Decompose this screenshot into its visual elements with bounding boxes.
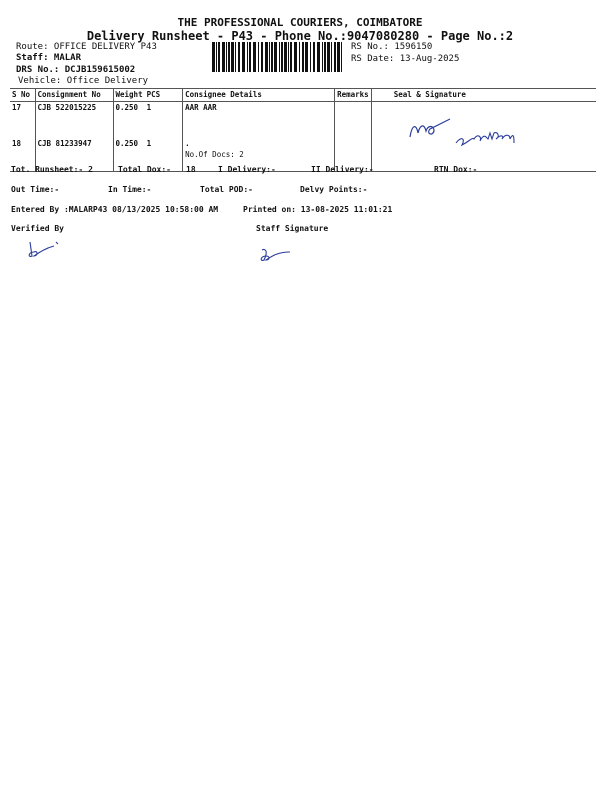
- barcode-bar: [341, 42, 342, 72]
- rtn-dox: RTN Dox:-: [434, 165, 478, 174]
- barcode-bar: [284, 42, 287, 72]
- col-remarks: Remarks: [334, 88, 372, 102]
- row-consignee: AAR AAR: [182, 101, 335, 138]
- barcode-bar: [290, 42, 292, 72]
- barcode-bar: [218, 42, 220, 72]
- staff-signature-label: Staff Signature: [256, 224, 329, 233]
- i-delivery: I Delivery:-: [218, 165, 276, 174]
- row-consignment: CJB 522015225: [34, 101, 113, 138]
- col-seal: Seal & Signature: [370, 88, 596, 102]
- barcode-bar: [235, 42, 236, 72]
- table-row: 17 CJB 522015225 0.250 1 AAR AAR: [10, 101, 596, 172]
- row-remarks: [334, 101, 372, 138]
- barcode-bar: [212, 42, 215, 72]
- entered-by: Entered By :MALARP43 08/13/2025 10:58:00…: [11, 205, 219, 214]
- col-consignee: Consignee Details: [182, 88, 335, 102]
- barcode-bar: [305, 42, 308, 72]
- table-header: S No Consignment No Weight PCS Consignee…: [10, 88, 596, 102]
- vehicle: Vehicle: Office Delivery: [18, 76, 149, 86]
- col-sno: S No: [10, 88, 35, 102]
- barcode-bar: [302, 42, 304, 72]
- barcode-bar: [294, 42, 297, 72]
- barcode-bar: [322, 42, 323, 72]
- staff: Staff: MALAR: [16, 53, 82, 63]
- row-sno: 17: [12, 103, 22, 112]
- row-weight: 0.250: [112, 101, 145, 138]
- runsheet-subtitle: Delivery Runsheet - P43 - Phone No.:9047…: [86, 29, 514, 43]
- staff-signature: [260, 248, 291, 261]
- barcode-bar: [261, 42, 263, 72]
- col-weight: Weight: [112, 88, 145, 102]
- barcode: [212, 42, 342, 72]
- ii-delivery: II Delivery:-: [311, 165, 374, 174]
- docs-count: No.Of Docs: 2: [185, 149, 244, 159]
- company-title: THE PROFESSIONAL COURIERS, COIMBATORE: [177, 16, 423, 29]
- printed-on: Printed on: 13-08-2025 11:01:21: [243, 205, 393, 214]
- barcode-bar: [281, 42, 283, 72]
- col-pcs: PCS: [144, 88, 183, 102]
- row-consignee: . No.Of Docs: 2: [182, 137, 335, 172]
- barcode-bar: [238, 42, 240, 72]
- barcode-bar: [249, 42, 251, 72]
- row-pcs: 1: [146, 103, 152, 112]
- barcode-bar: [324, 42, 326, 72]
- barcode-bar: [334, 42, 336, 72]
- drs-number: DRS No.: DCJB159615002: [16, 65, 136, 75]
- verified-by-signature: [28, 241, 59, 257]
- rs-date: RS Date: 13-Aug-2025: [351, 54, 460, 64]
- tot-runsheet: Tot. Runsheet:- 2: [11, 165, 93, 174]
- consignee-text: .: [185, 138, 190, 148]
- rs-number: RS No.: 1596150: [351, 42, 433, 52]
- row-pcs: 1: [146, 138, 152, 148]
- barcode-bar: [258, 42, 259, 72]
- barcode-bar: [288, 42, 289, 72]
- barcode-bar: [231, 42, 234, 72]
- barcode-bar: [274, 42, 277, 72]
- barcode-bar: [242, 42, 245, 72]
- barcode-bar: [317, 42, 320, 72]
- barcode-bar: [265, 42, 268, 72]
- total-dox-value: 18: [186, 165, 196, 174]
- route: Route: OFFICE DELIVERY P43: [16, 42, 157, 52]
- barcode-bar: [310, 42, 311, 72]
- row-sno: 18: [12, 138, 22, 148]
- delvy-points: Delvy Points:-: [300, 185, 368, 194]
- out-time: Out Time:-: [11, 185, 60, 194]
- row-weight: 0.250: [112, 137, 145, 172]
- barcode-bar: [299, 42, 300, 72]
- barcode-bar: [247, 42, 248, 72]
- barcode-bar: [253, 42, 256, 72]
- total-dox: Total Dox:-: [118, 165, 171, 174]
- barcode-bar: [269, 42, 270, 72]
- in-time: In Time:-: [108, 185, 152, 194]
- barcode-bar: [228, 42, 230, 72]
- barcode-bar: [271, 42, 273, 72]
- row-remarks: [334, 137, 372, 172]
- consignment-table: S No Consignment No Weight PCS Consignee…: [10, 88, 596, 172]
- barcode-bar: [331, 42, 332, 72]
- barcode-bar: [337, 42, 340, 72]
- table-row: 18 CJB 81233947 0.250 1 . No.Of Docs: 2: [10, 137, 596, 172]
- row-consignment: CJB 81233947: [34, 137, 113, 172]
- barcode-bar: [279, 42, 280, 72]
- barcode-bar: [313, 42, 315, 72]
- seal-signature-cell: [370, 101, 596, 172]
- barcode-bar: [226, 42, 227, 72]
- handwritten-seal-signature: [409, 118, 515, 147]
- verified-by-label: Verified By: [11, 224, 64, 233]
- total-pod: Total POD:-: [200, 185, 253, 194]
- col-consignment: Consignment No: [34, 88, 113, 102]
- barcode-bar: [222, 42, 225, 72]
- barcode-bar: [216, 42, 217, 72]
- barcode-bar: [327, 42, 330, 72]
